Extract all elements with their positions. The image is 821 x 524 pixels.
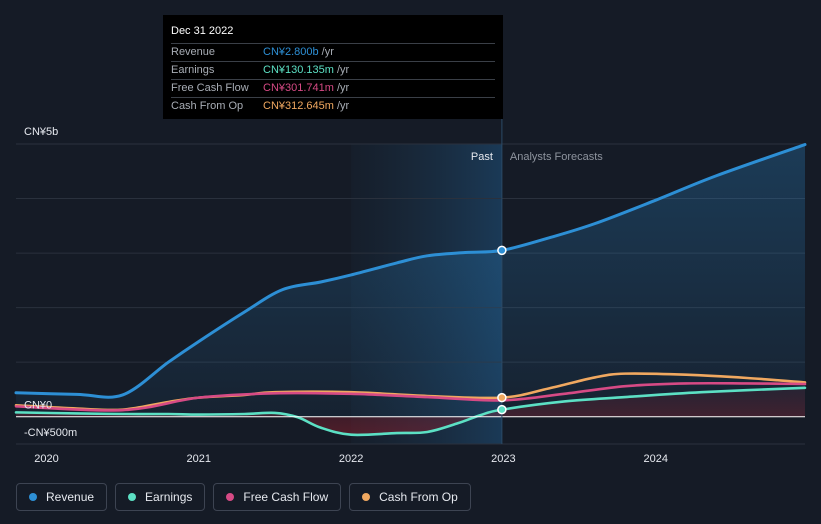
legend-label: Revenue <box>46 490 95 504</box>
tooltip-row-revenue: Revenue CN¥2.800b/yr <box>171 43 495 61</box>
legend-item-revenue[interactable]: Revenue <box>16 483 108 511</box>
legend-item-free-cash-flow[interactable]: Free Cash Flow <box>213 483 342 511</box>
free-cash-flow-line <box>14 381 807 412</box>
past-label: Past <box>471 151 493 163</box>
cash-from-op-marker <box>497 392 507 403</box>
x-tick-label: 2021 <box>187 453 211 465</box>
earnings-negative-area <box>16 387 805 435</box>
cash-from-op-line <box>14 372 807 412</box>
tooltip-value: CN¥130.135m <box>263 64 334 76</box>
revenue-marker <box>497 245 507 256</box>
y-tick-label: CN¥0 <box>24 400 52 412</box>
series-lines <box>14 143 807 437</box>
tooltip-unit: /yr <box>336 100 350 112</box>
legend-item-earnings[interactable]: Earnings <box>115 483 206 511</box>
tooltip-row-free-cash-flow: Free Cash Flow CN¥301.741m/yr <box>171 79 495 97</box>
legend-label: Earnings <box>145 490 193 504</box>
earnings-line <box>14 386 807 437</box>
cash-from-op-dot-icon <box>362 493 371 501</box>
tooltip-unit: /yr <box>336 82 350 94</box>
x-tick-label: 2023 <box>491 453 515 465</box>
legend-label: Cash From Op <box>379 490 458 504</box>
legend-label: Free Cash Flow <box>243 490 329 504</box>
tooltip-row-earnings: Earnings CN¥130.135m/yr <box>171 61 495 79</box>
legend: Revenue Earnings Free Cash Flow Cash Fro… <box>16 483 471 511</box>
y-tick-label: CN¥5b <box>24 126 58 138</box>
x-tick-label: 2020 <box>34 453 58 465</box>
revenue-line <box>14 143 807 399</box>
revenue-dot-icon <box>29 493 37 501</box>
tooltip-row-cash-from-op: Cash From Op CN¥312.645m/yr <box>171 97 495 115</box>
tooltip-unit: /yr <box>336 64 350 76</box>
x-tick-label: 2022 <box>339 453 363 465</box>
earnings-marker <box>497 404 507 415</box>
tooltip-label: Cash From Op <box>171 100 244 112</box>
forecast-label: Analysts Forecasts <box>510 151 603 163</box>
legend-item-cash-from-op[interactable]: Cash From Op <box>349 483 471 511</box>
tooltip-unit: /yr <box>321 46 334 58</box>
tooltip-value: CN¥2.800b <box>263 46 319 58</box>
markers <box>497 245 507 415</box>
tooltip-value: CN¥301.741m <box>263 82 334 94</box>
tooltip-label: Free Cash Flow <box>171 82 249 94</box>
revenue-area <box>16 144 805 417</box>
tooltip: Dec 31 2022 Revenue CN¥2.800b/yr Earning… <box>163 15 503 119</box>
tooltip-label: Earnings <box>171 64 215 76</box>
tooltip-label: Revenue <box>171 46 216 58</box>
tooltip-value: CN¥312.645m <box>263 100 334 112</box>
earnings-dot-icon <box>128 493 137 501</box>
area-fills <box>16 144 805 435</box>
tooltip-date: Dec 31 2022 <box>171 25 234 37</box>
labels: CN¥5b CN¥0 -CN¥500m 2020 2021 2022 2023 2024 Pas… <box>24 126 668 465</box>
x-tick-label: 2024 <box>643 453 667 465</box>
free-cash-flow-dot-icon <box>226 493 235 501</box>
y-tick-label: -CN¥500m <box>24 427 77 439</box>
